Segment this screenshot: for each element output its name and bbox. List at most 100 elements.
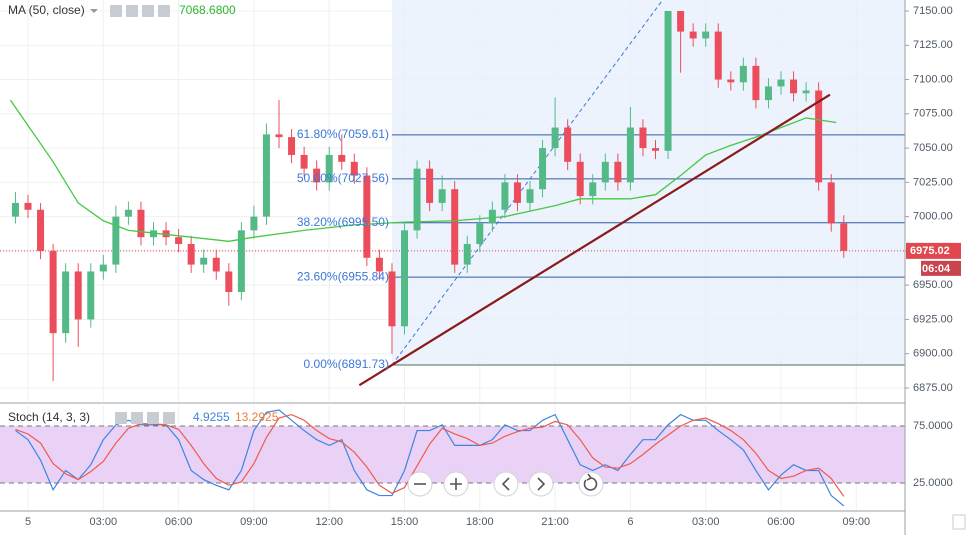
candle-body [87,271,95,320]
y-tick-label: 7025.00 [913,176,953,188]
x-tick-label: 21:00 [541,516,569,528]
candle-body [288,137,296,155]
y-tick-label: 7100.00 [913,73,953,85]
settings-corner[interactable] [952,514,966,530]
candle-body [752,65,760,101]
stoch-legend: Stoch (14, 3, 3) [8,410,90,424]
candle-body [777,79,785,87]
x-tick-label: 09:00 [843,516,871,528]
candle-body [24,202,32,210]
candle-body [250,216,258,231]
fib-diagonal [391,0,664,366]
candle-body [262,134,270,217]
candle-body [539,148,547,190]
candle-body [212,257,220,272]
candle-body [62,271,70,334]
y-tick-label: 7000.00 [913,211,953,223]
candle-body [513,182,521,203]
x-tick-label: 06:00 [767,516,795,528]
candle-body [739,65,747,83]
countdown-label: 06:04 [922,263,951,275]
y-tick-label: 6875.00 [913,382,953,394]
candle-body [526,189,534,203]
stoch-k-value: 4.9255 [193,410,230,424]
candle-body [702,31,710,39]
candle-body [815,90,823,183]
scroll-left-button[interactable] [493,471,519,497]
candle-body [664,11,672,151]
candle-body [576,161,584,197]
legend-icons [110,5,170,17]
icon-eye[interactable] [115,412,127,424]
dropdown-icon[interactable] [90,9,98,13]
y-tick-label: 6900.00 [913,348,953,360]
fib-level-label: 61.80%(7059.61) [297,127,389,141]
icon-close[interactable] [163,412,175,424]
candle-body [652,148,660,151]
x-tick-label: 03:00 [692,516,720,528]
candle-body [677,11,685,32]
scroll-right-button[interactable] [528,471,554,497]
candle-body [37,209,45,251]
candle-body [150,230,158,238]
x-tick-label: 03:00 [90,516,118,528]
candle-body [488,209,496,224]
candle-body [438,189,446,203]
candle-body [74,271,82,320]
candle-body [200,257,208,265]
y-tick-label: 7125.00 [913,39,953,51]
candle-body [49,250,57,334]
zoom-in-button[interactable] [443,471,469,497]
x-tick-label: 5 [25,516,31,528]
x-tick-label: 06:00 [165,516,193,528]
candle-body [564,127,572,162]
candle-body [99,264,107,272]
candle-body [338,154,346,162]
ma-value: 7068.6800 [179,3,236,17]
fib-zone [391,0,905,366]
x-tick-label: 6 [627,516,633,528]
icon-settings[interactable] [126,5,138,17]
y-tick-label: 75.0000 [913,420,953,432]
y-tick-label: 7075.00 [913,108,953,120]
candle-body [714,31,722,80]
x-tick-label: 18:00 [466,516,494,528]
candle-body [300,154,308,169]
zoom-out-button[interactable] [407,471,433,497]
candle-body [790,79,798,94]
icon-eye[interactable] [110,5,122,17]
trendline [358,93,831,387]
candle-body [112,216,120,265]
icon-add[interactable] [147,412,159,424]
reset-button[interactable] [578,471,604,497]
candle-body [551,127,559,149]
stoch-legend-icons [115,412,175,424]
ma-line [9,99,837,242]
candle-body [187,244,195,265]
candle-body [764,86,772,101]
axes: 5 03:00 06:00 09:00 12:00 15:00 18:00 21:00 6 03:… [25,5,961,528]
candle-body [401,230,409,327]
candle-body [639,127,647,149]
icon-add[interactable] [142,5,154,17]
y-tick-label: 25.0000 [913,477,953,489]
fib-level-label: 0.00%(6891.73) [304,357,389,371]
fib-level-label: 23.60%(6955.84) [297,269,389,283]
last-price-badge [906,242,961,259]
candle-body [375,257,383,272]
candle-body [413,168,421,231]
x-tick-label: 15:00 [391,516,419,528]
stoch-line [15,409,845,507]
candle-body [476,223,484,245]
x-tick-label: 09:00 [240,516,268,528]
y-tick-label: 7150.00 [913,5,953,17]
last-price-label: 6975.02 [910,245,950,257]
price-pane: 0.00%(6891.73) 23.60%(6955.84) 38.20%(6995… [0,0,905,387]
y-tick-label: 6925.00 [913,313,953,325]
icon-settings[interactable] [131,412,143,424]
candle-body [325,154,333,183]
icon-close[interactable] [158,5,170,17]
candle-body [225,271,233,293]
candle-body [501,182,509,210]
